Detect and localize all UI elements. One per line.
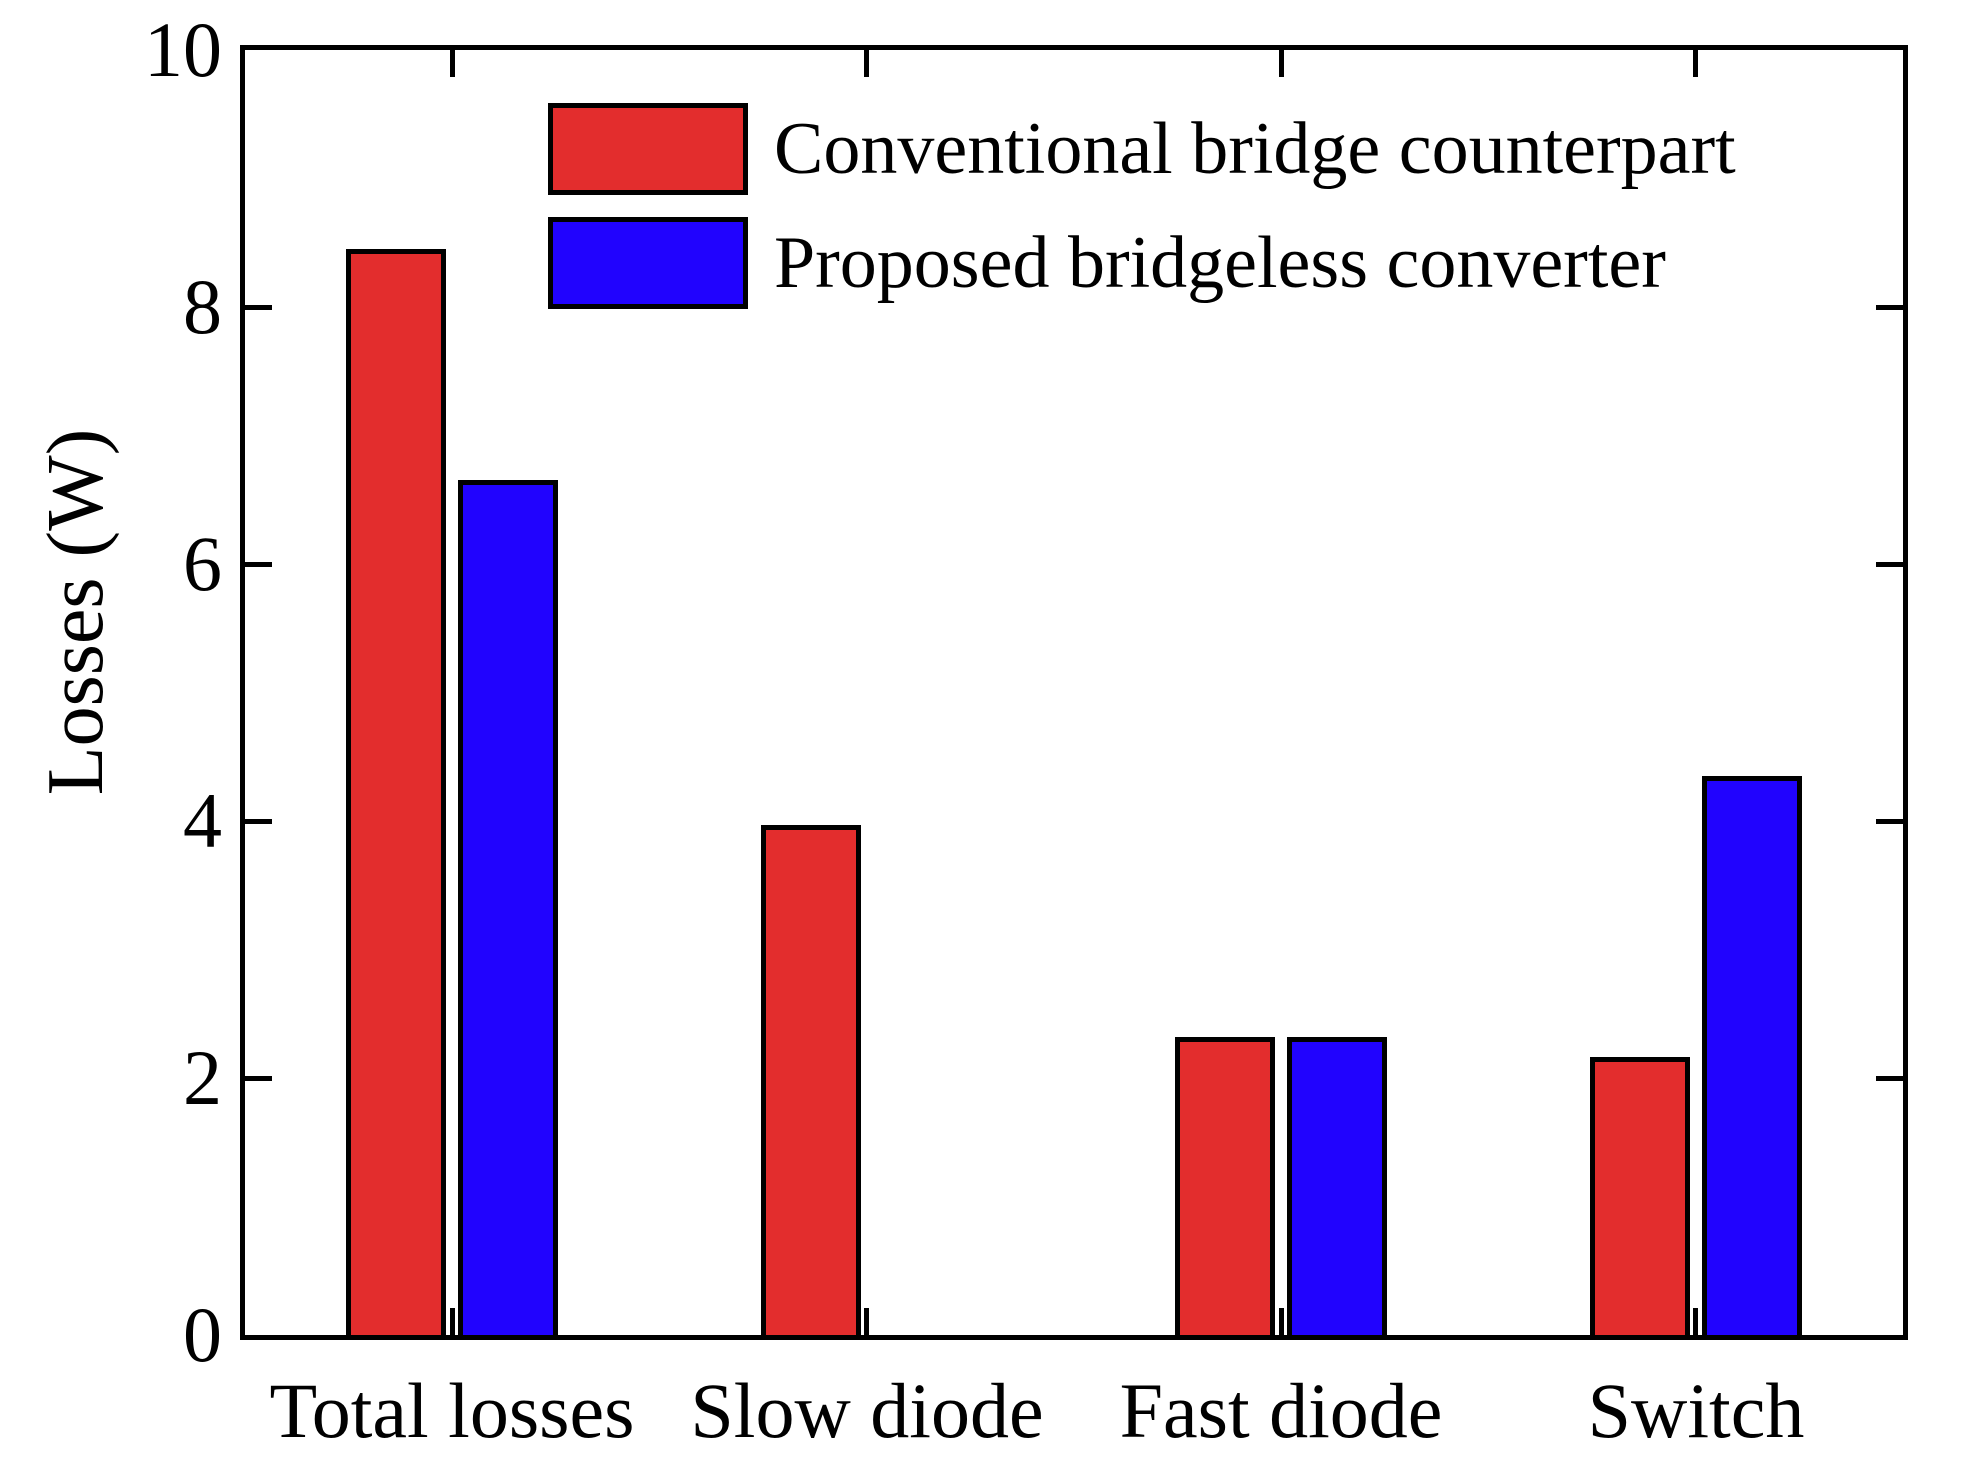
x-category-label-1: Slow diode	[690, 1367, 1044, 1454]
x-category-label-0: Total losses	[269, 1367, 635, 1454]
bar-red-1	[760, 825, 861, 1335]
bar-red-3	[1589, 1057, 1690, 1335]
x-tick-bottom-1	[864, 1308, 870, 1335]
bar-red-0	[346, 249, 447, 1335]
y-tick-right-2	[1876, 1075, 1903, 1081]
legend-swatch-red	[548, 103, 748, 195]
legend-row-0: Conventional bridge counterpart	[548, 103, 1736, 195]
legend-label-0: Conventional bridge counterpart	[774, 108, 1736, 190]
y-tick-left-2	[245, 1075, 272, 1081]
y-tick-label-8: 8	[183, 263, 222, 350]
x-tick-bottom-0	[449, 1308, 455, 1335]
y-tick-left-8	[245, 304, 272, 310]
y-tick-label-0: 0	[183, 1291, 222, 1378]
bar-blue-3	[1701, 776, 1802, 1335]
x-tick-top-0	[449, 50, 455, 77]
bar-blue-0	[458, 480, 559, 1335]
plot-area	[240, 45, 1908, 1340]
legend: Conventional bridge counterpart Proposed …	[548, 103, 1736, 331]
y-tick-label-6: 6	[183, 520, 222, 607]
legend-label-1: Proposed bridgeless converter	[774, 222, 1666, 304]
y-tick-label-10: 10	[144, 6, 222, 93]
y-tick-label-2: 2	[183, 1034, 222, 1121]
legend-swatch-blue	[548, 217, 748, 309]
y-tick-label-4: 4	[183, 777, 222, 864]
x-tick-bottom-2	[1278, 1308, 1284, 1335]
bar-red-2	[1175, 1037, 1276, 1335]
x-tick-top-2	[1278, 50, 1284, 77]
y-tick-left-6	[245, 561, 272, 567]
y-axis-title: Losses (W)	[32, 428, 120, 796]
x-tick-bottom-3	[1693, 1308, 1699, 1335]
y-tick-right-6	[1876, 561, 1903, 567]
x-category-label-2: Fast diode	[1119, 1367, 1443, 1454]
x-tick-top-3	[1693, 50, 1699, 77]
legend-row-1: Proposed bridgeless converter	[548, 217, 1736, 309]
bar-blue-2	[1287, 1037, 1388, 1335]
x-category-label-3: Switch	[1587, 1367, 1805, 1454]
y-tick-left-4	[245, 818, 272, 824]
x-tick-top-1	[864, 50, 870, 77]
y-tick-right-4	[1876, 818, 1903, 824]
y-tick-right-8	[1876, 304, 1903, 310]
